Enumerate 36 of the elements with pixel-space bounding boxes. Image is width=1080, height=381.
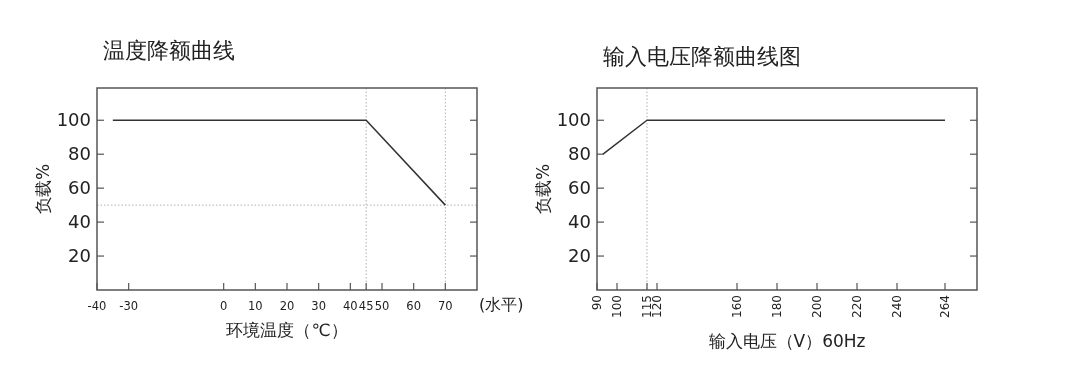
x-tick-label: 200 <box>810 295 824 318</box>
y-tick-label: 80 <box>68 143 91 165</box>
x-tick-label: 90 <box>590 295 604 311</box>
x-tick-label: 50 <box>374 299 390 313</box>
x-tick-label: 160 <box>730 295 744 318</box>
x-tick-label: 0 <box>220 299 228 313</box>
x-tick-label: 220 <box>850 295 864 318</box>
y-tick-label: 40 <box>68 211 91 233</box>
x-axis-title: 环境温度（℃） <box>226 320 348 340</box>
y-tick-label: 60 <box>68 177 91 199</box>
x-tick-label: 40 <box>343 299 358 313</box>
y-tick-label: 40 <box>568 211 591 233</box>
x-tick-label: 10 <box>248 299 263 313</box>
y-tick-label: 20 <box>568 245 591 267</box>
chart-title: 温度降额曲线 <box>103 38 235 63</box>
x-tick-label: 70 <box>438 299 453 313</box>
y-axis-title: 负载% <box>33 163 53 215</box>
x-tick-label: -30 <box>119 299 139 313</box>
y-axis-title: 负载% <box>533 163 553 215</box>
y-tick-label: 20 <box>68 245 91 267</box>
x-tick-label: 60 <box>406 299 421 313</box>
x-tick-label: 264 <box>938 295 952 318</box>
x-tick-label: 100 <box>610 295 624 318</box>
x-tick-label: -40 <box>87 299 107 313</box>
x-axis-title: 输入电压（V）60Hz <box>708 330 866 351</box>
chart-title: 输入电压降额曲线图 <box>603 44 801 69</box>
y-tick-label: 80 <box>568 143 591 165</box>
y-tick-label: 100 <box>56 109 91 131</box>
x-tick-label: 180 <box>770 295 784 318</box>
text: (水平) <box>479 295 524 314</box>
y-tick-label: 100 <box>556 109 591 131</box>
x-tick-label: 45 <box>358 299 374 313</box>
x-tick-label: 20 <box>279 299 295 313</box>
x-tick-label: 240 <box>890 295 904 318</box>
x-tick-label: 30 <box>311 299 326 313</box>
y-tick-label: 60 <box>568 177 591 199</box>
